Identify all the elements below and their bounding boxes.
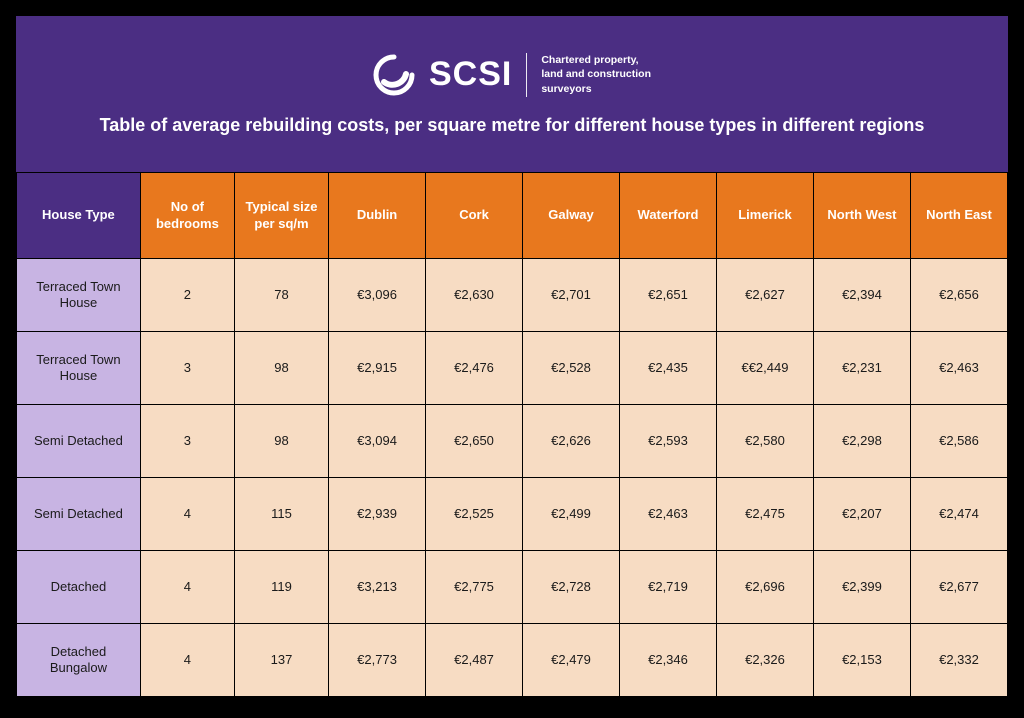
data-cell: €2,719	[620, 551, 717, 624]
column-header: Dublin	[329, 173, 426, 259]
data-cell: €3,096	[329, 259, 426, 332]
data-cell: €2,630	[426, 259, 523, 332]
data-cell: 98	[234, 332, 328, 405]
data-cell: €2,650	[426, 405, 523, 478]
data-cell: 3	[140, 405, 234, 478]
data-cell: €2,580	[716, 405, 813, 478]
data-cell: €2,696	[716, 551, 813, 624]
brand-tagline: Chartered property, land and constructio…	[541, 53, 651, 96]
data-cell: €2,593	[620, 405, 717, 478]
table-title: Table of average rebuilding costs, per s…	[100, 115, 925, 136]
data-cell: €2,475	[716, 478, 813, 551]
data-cell: €2,463	[620, 478, 717, 551]
data-cell: €2,399	[813, 551, 910, 624]
data-cell: €2,915	[329, 332, 426, 405]
data-cell: €2,773	[329, 624, 426, 697]
table-row: Detached4119€3,213€2,775€2,728€2,719€2,6…	[17, 551, 1008, 624]
data-cell: 78	[234, 259, 328, 332]
table-row: Detached Bungalow4137€2,773€2,487€2,479€…	[17, 624, 1008, 697]
tagline-line: land and construction	[541, 68, 651, 80]
row-label: Detached	[17, 551, 141, 624]
column-header: North East	[910, 173, 1007, 259]
header-banner: SCSI Chartered property, land and constr…	[16, 16, 1008, 172]
data-cell: 3	[140, 332, 234, 405]
data-cell: €2,701	[523, 259, 620, 332]
page-container: SCSI Chartered property, land and constr…	[0, 0, 1024, 718]
data-cell: €2,346	[620, 624, 717, 697]
data-cell: 2	[140, 259, 234, 332]
scsi-logo-icon	[373, 54, 415, 96]
data-cell: €2,474	[910, 478, 1007, 551]
tagline-line: Chartered property,	[541, 54, 638, 66]
brand-name: SCSI	[429, 55, 512, 94]
data-cell: €2,586	[910, 405, 1007, 478]
data-cell: 4	[140, 624, 234, 697]
data-cell: €2,463	[910, 332, 1007, 405]
table-row: Semi Detached398€3,094€2,650€2,626€2,593…	[17, 405, 1008, 478]
data-cell: €2,651	[620, 259, 717, 332]
table-body: Terraced Town House278€3,096€2,630€2,701…	[17, 259, 1008, 697]
data-cell: 98	[234, 405, 328, 478]
row-label: Semi Detached	[17, 405, 141, 478]
data-cell: €2,476	[426, 332, 523, 405]
data-cell: €2,326	[716, 624, 813, 697]
column-header: Cork	[426, 173, 523, 259]
row-label: Terraced Town House	[17, 332, 141, 405]
column-header: North West	[813, 173, 910, 259]
data-cell: €2,656	[910, 259, 1007, 332]
column-header: No of bedrooms	[140, 173, 234, 259]
data-cell: 4	[140, 551, 234, 624]
data-cell: €2,939	[329, 478, 426, 551]
data-cell: 115	[234, 478, 328, 551]
data-cell: €2,677	[910, 551, 1007, 624]
costs-table: House TypeNo of bedroomsTypical size per…	[16, 172, 1008, 697]
data-cell: €2,627	[716, 259, 813, 332]
table-head: House TypeNo of bedroomsTypical size per…	[17, 173, 1008, 259]
header-row: House TypeNo of bedroomsTypical size per…	[17, 173, 1008, 259]
table-row: Terraced Town House398€2,915€2,476€2,528…	[17, 332, 1008, 405]
column-header: House Type	[17, 173, 141, 259]
logo-row: SCSI Chartered property, land and constr…	[373, 53, 651, 97]
data-cell: €2,728	[523, 551, 620, 624]
table-row: Terraced Town House278€3,096€2,630€2,701…	[17, 259, 1008, 332]
data-cell: €2,626	[523, 405, 620, 478]
data-cell: €2,528	[523, 332, 620, 405]
data-cell: €2,298	[813, 405, 910, 478]
data-cell: 4	[140, 478, 234, 551]
data-cell: €2,394	[813, 259, 910, 332]
data-cell: €2,487	[426, 624, 523, 697]
column-header: Limerick	[716, 173, 813, 259]
data-cell: €2,479	[523, 624, 620, 697]
column-header: Waterford	[620, 173, 717, 259]
data-cell: €2,775	[426, 551, 523, 624]
row-label: Detached Bungalow	[17, 624, 141, 697]
table-wrap: House TypeNo of bedroomsTypical size per…	[16, 172, 1008, 697]
data-cell: €2,153	[813, 624, 910, 697]
row-label: Terraced Town House	[17, 259, 141, 332]
data-cell: 137	[234, 624, 328, 697]
table-row: Semi Detached4115€2,939€2,525€2,499€2,46…	[17, 478, 1008, 551]
data-cell: €3,213	[329, 551, 426, 624]
tagline-line: surveyors	[541, 83, 591, 95]
data-cell: 119	[234, 551, 328, 624]
data-cell: €2,499	[523, 478, 620, 551]
data-cell: €3,094	[329, 405, 426, 478]
logo-divider	[526, 53, 527, 97]
data-cell: €2,332	[910, 624, 1007, 697]
data-cell: €2,435	[620, 332, 717, 405]
column-header: Galway	[523, 173, 620, 259]
row-label: Semi Detached	[17, 478, 141, 551]
data-cell: €€2,449	[716, 332, 813, 405]
data-cell: €2,207	[813, 478, 910, 551]
column-header: Typical size per sq/m	[234, 173, 328, 259]
data-cell: €2,525	[426, 478, 523, 551]
data-cell: €2,231	[813, 332, 910, 405]
